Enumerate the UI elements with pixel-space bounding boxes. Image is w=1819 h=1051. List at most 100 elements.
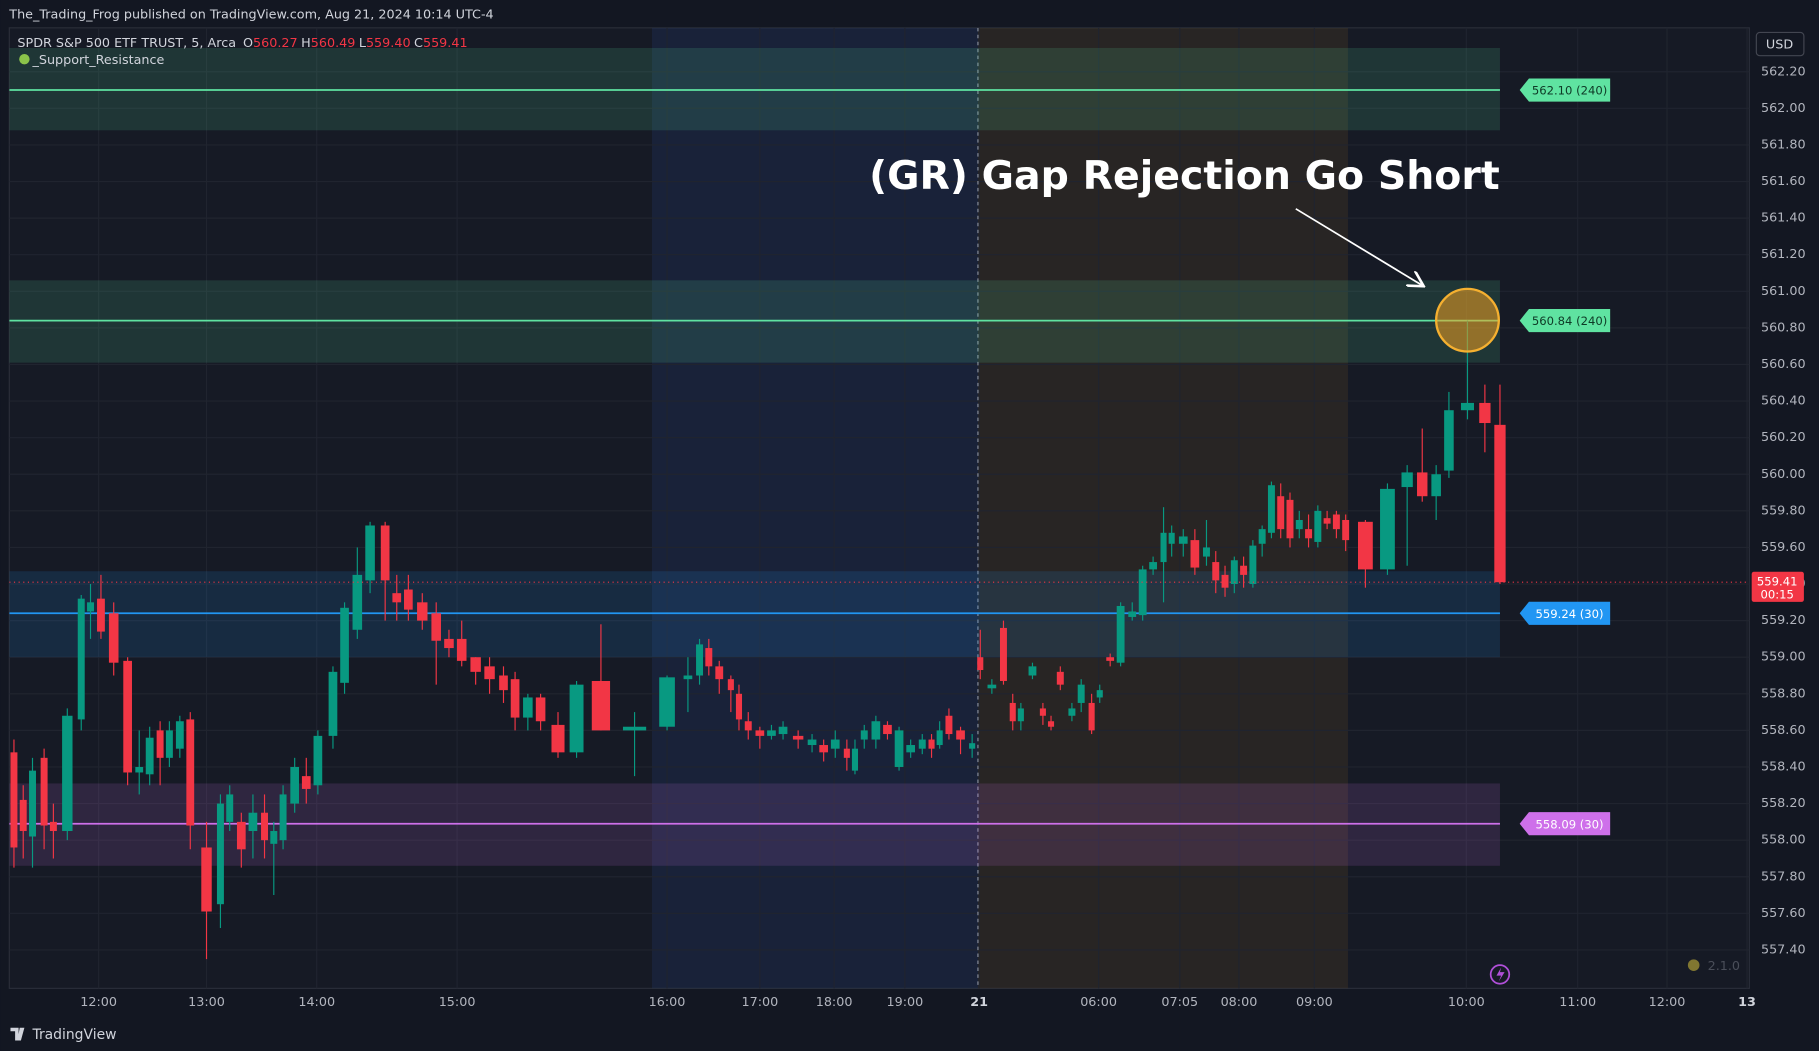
- candle-body: [843, 748, 850, 758]
- candle-body: [945, 715, 953, 735]
- candle-body: [1444, 410, 1454, 471]
- candle-body: [1286, 499, 1294, 539]
- candle-body: [40, 757, 48, 826]
- candle-body: [1401, 472, 1413, 488]
- y-tick-label: 559.20: [1761, 613, 1806, 628]
- y-tick-label: 557.60: [1761, 906, 1806, 921]
- candle-body: [1047, 721, 1055, 727]
- candle-body: [270, 831, 278, 844]
- candle-body: [1479, 402, 1491, 424]
- alert-icon[interactable]: [1489, 964, 1511, 985]
- marks-layer: [9, 89, 1750, 960]
- y-tick-label: 558.80: [1761, 686, 1806, 701]
- candle-body: [1116, 605, 1125, 663]
- candle-body: [1056, 671, 1064, 685]
- x-tick-label: 21: [970, 995, 988, 1010]
- candle-body: [1249, 545, 1257, 585]
- candle-body: [1178, 536, 1188, 544]
- x-tick-label: 06:00: [1080, 995, 1117, 1010]
- candle-body: [1128, 611, 1137, 617]
- candle-body: [1212, 562, 1220, 581]
- candle-body: [175, 721, 184, 749]
- axes-layer: 557.40 557.60 557.80 558.00 558.20 558.40 558.…: [80, 64, 1805, 1010]
- candle-body: [301, 776, 311, 789]
- candle-body: [328, 671, 338, 736]
- candle-body: [484, 666, 495, 680]
- candle-body: [145, 737, 154, 775]
- x-tick-label: 08:00: [1221, 995, 1258, 1010]
- x-tick-label: 16:00: [649, 995, 686, 1010]
- candle-body: [705, 648, 713, 667]
- level-zone: [9, 783, 1500, 866]
- candle-body: [1190, 540, 1200, 568]
- candle-body: [216, 803, 224, 905]
- candle-body: [535, 697, 546, 722]
- candle-body: [108, 613, 119, 663]
- ohlc-value: 560.27: [253, 35, 298, 50]
- candle-body: [62, 715, 73, 832]
- y-tick-label: 558.20: [1761, 796, 1806, 811]
- candle-body: [1358, 521, 1373, 570]
- currency[interactable]: USD: [1766, 38, 1793, 53]
- candle-body: [1096, 690, 1103, 698]
- y-tick-label: 560.40: [1761, 394, 1806, 409]
- candle-body: [135, 766, 144, 773]
- x-tick-label: 09:00: [1296, 995, 1333, 1010]
- candle-body: [569, 684, 584, 753]
- y-tick-label: 560.60: [1761, 357, 1806, 372]
- candle-body: [1494, 424, 1506, 583]
- candle-body: [456, 638, 467, 661]
- candle-body: [987, 684, 997, 689]
- candle-body: [1314, 510, 1322, 542]
- candle-body: [523, 697, 533, 718]
- x-tick-label: 12:00: [1649, 995, 1686, 1010]
- x-tick-label: 19:00: [886, 995, 923, 1010]
- x-tick-label: 12:00: [80, 995, 117, 1010]
- x-tick-label: 14:00: [298, 995, 335, 1010]
- y-tick-label: 558.60: [1761, 723, 1806, 738]
- candle-body: [1106, 657, 1115, 661]
- candle-body: [1168, 532, 1175, 544]
- currency-button[interactable]: [1755, 31, 1805, 57]
- y-tick-label: 557.80: [1761, 869, 1806, 884]
- candle-body: [1267, 485, 1275, 533]
- candle-body: [1323, 518, 1331, 524]
- candle-body: [956, 730, 965, 740]
- candle-body: [1431, 474, 1441, 497]
- symbol: SPDR S&P 500 ETF TRUST, 5, Arca: [17, 35, 236, 50]
- y-tick-label: 560.00: [1761, 467, 1806, 482]
- candle-body: [340, 607, 349, 683]
- candle-body: [1088, 702, 1095, 731]
- brand: TradingView: [32, 1027, 117, 1043]
- published-line: The_Trading_Frog published on TradingVie…: [8, 8, 493, 23]
- candle-body: [186, 719, 195, 826]
- candle-body: [29, 770, 36, 837]
- level-tag: [1519, 601, 1611, 625]
- y-tick-label: 560.80: [1761, 320, 1806, 335]
- candle-body: [883, 724, 892, 735]
- x-tick-label: 13: [1738, 995, 1756, 1010]
- level-label: 558.09 (30): [1536, 817, 1604, 831]
- candle-body: [1305, 529, 1313, 539]
- candle-body: [807, 739, 817, 746]
- level-label: 560.84 (240): [1532, 314, 1607, 328]
- candle-body: [392, 593, 402, 603]
- candle-body: [871, 721, 881, 740]
- candle-body: [735, 693, 743, 720]
- y-tick-label: 561.80: [1761, 137, 1806, 152]
- indicator-icon: [19, 53, 30, 65]
- candle-body: [1077, 684, 1085, 703]
- y-tick-label: 561.00: [1761, 284, 1806, 299]
- y-tick-label: 559.00: [1761, 650, 1806, 665]
- candle-body: [156, 730, 164, 758]
- candle-body: [19, 799, 27, 832]
- candle-body: [431, 613, 441, 641]
- level-label: 559.24 (30): [1536, 607, 1604, 621]
- candle-body: [510, 679, 520, 718]
- candle-body: [1240, 565, 1248, 575]
- countdown-label: 00:15: [1761, 587, 1794, 601]
- y-tick-label: 558.40: [1761, 759, 1806, 774]
- candle-body: [1295, 519, 1303, 530]
